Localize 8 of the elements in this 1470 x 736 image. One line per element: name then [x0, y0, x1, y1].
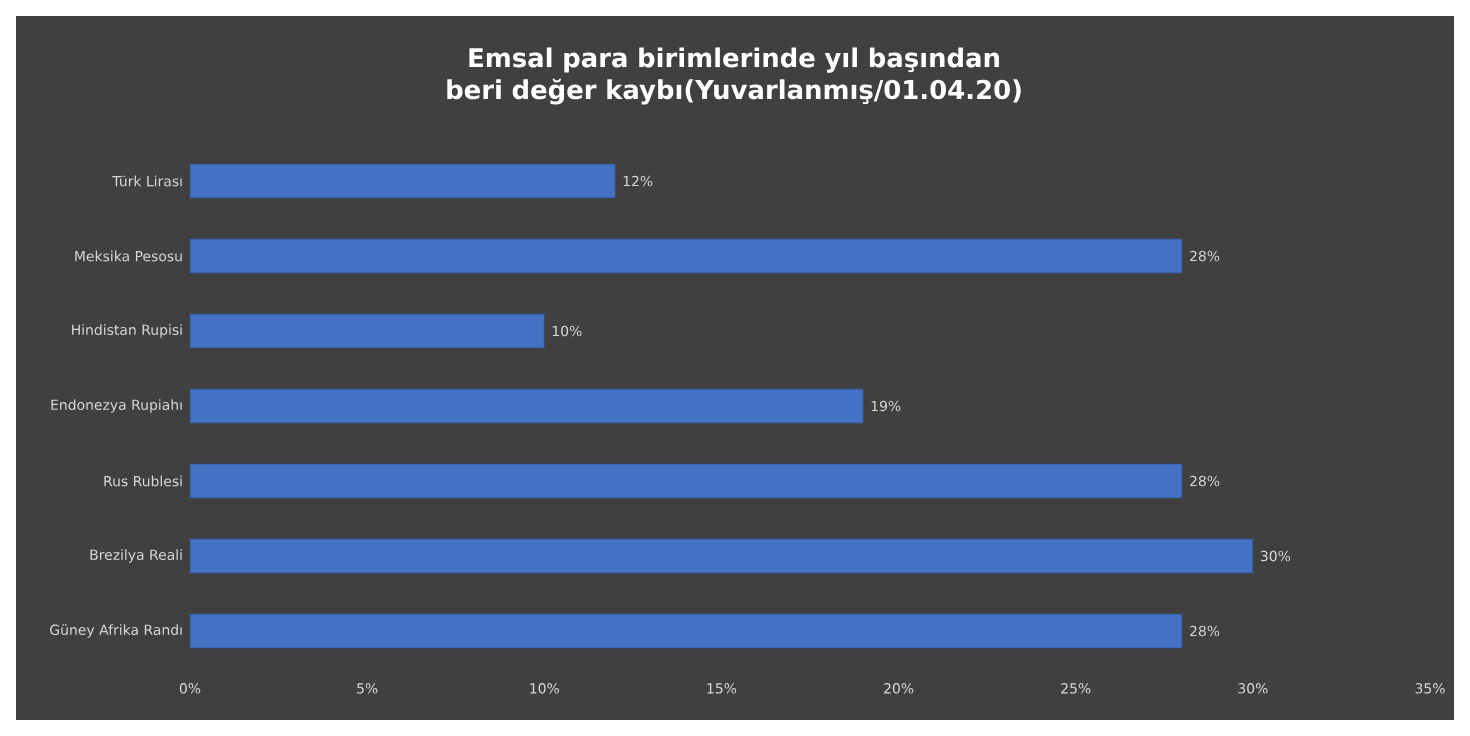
- bar: [189, 313, 545, 349]
- chart-title: Emsal para birimlerinde yıl başından beri değer kaybı(Yuvarlanmış/01.04.20): [447, 47, 1021, 105]
- bar: [189, 238, 1183, 274]
- bar: [189, 613, 1183, 649]
- bar: [189, 538, 1254, 574]
- bar: [189, 163, 616, 199]
- bar: [189, 463, 1183, 499]
- bar: [189, 388, 864, 424]
